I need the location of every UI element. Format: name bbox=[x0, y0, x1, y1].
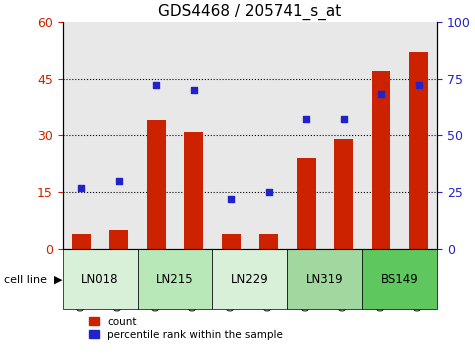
FancyBboxPatch shape bbox=[63, 249, 138, 309]
Bar bbox=[184, 132, 203, 249]
Point bbox=[115, 178, 123, 184]
Legend: count, percentile rank within the sample: count, percentile rank within the sample bbox=[86, 315, 285, 342]
Bar bbox=[259, 234, 278, 249]
Bar bbox=[334, 139, 353, 249]
Point bbox=[265, 189, 273, 195]
Point bbox=[302, 116, 310, 122]
Bar bbox=[297, 158, 315, 249]
Text: LN319: LN319 bbox=[306, 273, 344, 286]
Title: GDS4468 / 205741_s_at: GDS4468 / 205741_s_at bbox=[158, 4, 342, 21]
Bar bbox=[371, 71, 390, 249]
Text: LN018: LN018 bbox=[81, 273, 119, 286]
Bar bbox=[110, 230, 128, 249]
Point bbox=[340, 116, 347, 122]
Point bbox=[190, 87, 198, 93]
Bar bbox=[72, 234, 91, 249]
FancyBboxPatch shape bbox=[287, 249, 362, 309]
Point bbox=[77, 185, 85, 190]
FancyBboxPatch shape bbox=[138, 249, 212, 309]
Point bbox=[228, 196, 235, 202]
Point bbox=[377, 92, 385, 97]
Bar bbox=[147, 120, 166, 249]
Bar bbox=[409, 52, 428, 249]
Text: cell line  ▶: cell line ▶ bbox=[4, 274, 63, 284]
FancyBboxPatch shape bbox=[362, 249, 437, 309]
Text: LN229: LN229 bbox=[231, 273, 269, 286]
Point bbox=[152, 82, 160, 88]
FancyBboxPatch shape bbox=[212, 249, 287, 309]
Text: LN215: LN215 bbox=[156, 273, 194, 286]
Text: BS149: BS149 bbox=[381, 273, 418, 286]
Bar bbox=[222, 234, 240, 249]
Point bbox=[415, 82, 422, 88]
